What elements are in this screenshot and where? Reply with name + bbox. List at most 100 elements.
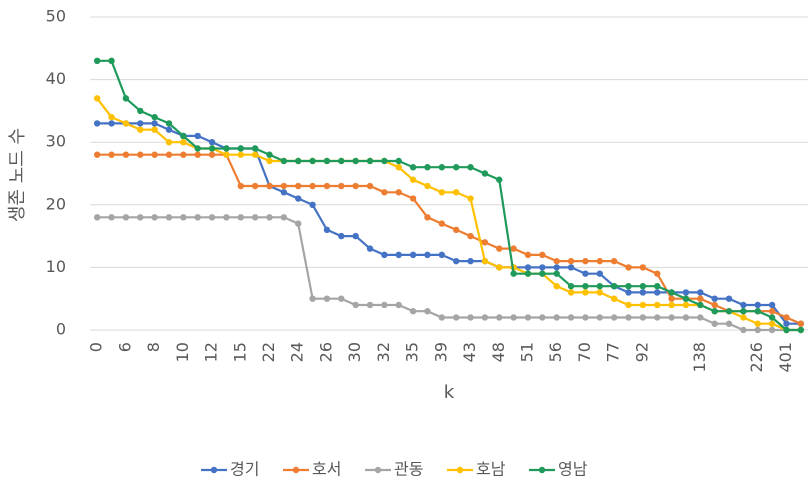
data-point bbox=[366, 157, 374, 165]
legend-label: 호남 bbox=[476, 460, 506, 479]
x-tick-label: 56 bbox=[546, 342, 565, 362]
data-point bbox=[366, 182, 374, 190]
data-point bbox=[797, 320, 805, 327]
data-point bbox=[783, 320, 790, 327]
data-point bbox=[452, 257, 460, 265]
data-point bbox=[137, 120, 144, 127]
data-point bbox=[223, 145, 230, 152]
data-point bbox=[467, 257, 474, 265]
data-point bbox=[596, 257, 603, 265]
data-point bbox=[137, 107, 144, 115]
data-point bbox=[768, 308, 776, 315]
data-point bbox=[553, 264, 560, 271]
y-tick-label: 20 bbox=[46, 194, 66, 213]
data-point bbox=[366, 301, 374, 309]
data-point bbox=[582, 282, 589, 290]
data-point bbox=[180, 214, 187, 221]
legend-marker bbox=[210, 466, 218, 474]
data-point bbox=[352, 157, 359, 165]
data-point bbox=[467, 314, 474, 321]
legend-label: 영남 bbox=[558, 460, 588, 479]
data-point bbox=[295, 182, 302, 190]
data-point bbox=[93, 57, 101, 65]
data-point bbox=[639, 314, 647, 321]
data-point bbox=[682, 289, 690, 296]
data-point bbox=[625, 314, 632, 321]
data-point bbox=[352, 301, 359, 309]
data-point bbox=[381, 301, 388, 309]
data-point bbox=[740, 326, 747, 334]
data-point bbox=[510, 245, 517, 252]
x-tick-label: 401 bbox=[776, 342, 795, 373]
series-line bbox=[97, 153, 802, 325]
data-point bbox=[524, 251, 532, 259]
y-tick-label: 40 bbox=[46, 69, 66, 88]
data-point bbox=[697, 314, 704, 321]
legend-marker bbox=[374, 466, 382, 474]
data-point bbox=[309, 182, 316, 190]
data-point bbox=[582, 270, 589, 277]
data-point bbox=[496, 314, 503, 321]
data-point bbox=[524, 270, 532, 277]
data-point bbox=[381, 251, 388, 259]
series bbox=[93, 120, 805, 327]
data-point bbox=[625, 282, 632, 290]
data-point bbox=[108, 120, 115, 127]
data-point bbox=[654, 314, 661, 321]
data-point bbox=[381, 157, 388, 165]
data-point bbox=[309, 295, 316, 302]
data-point bbox=[165, 151, 173, 158]
data-point bbox=[280, 157, 288, 165]
data-point bbox=[668, 314, 675, 321]
data-point bbox=[697, 301, 704, 309]
data-point bbox=[697, 289, 704, 296]
data-point bbox=[323, 182, 331, 190]
data-point bbox=[108, 214, 115, 221]
x-tick-label: 0 bbox=[87, 342, 106, 352]
data-point bbox=[768, 326, 776, 334]
data-point bbox=[438, 164, 446, 171]
data-point bbox=[467, 195, 474, 202]
y-tick-label: 50 bbox=[46, 7, 66, 26]
data-point bbox=[223, 151, 230, 158]
y-tick-label: 30 bbox=[46, 132, 66, 151]
data-point bbox=[295, 220, 302, 227]
data-point bbox=[768, 301, 776, 309]
data-point bbox=[180, 132, 187, 140]
x-tick-label: 35 bbox=[403, 342, 422, 362]
data-point bbox=[668, 301, 675, 309]
x-tick-label: 77 bbox=[604, 342, 623, 362]
data-point bbox=[697, 295, 704, 302]
x-tick-label: 51 bbox=[517, 342, 536, 362]
data-point bbox=[424, 164, 431, 171]
x-tick-label: 92 bbox=[632, 342, 651, 362]
data-point bbox=[137, 214, 144, 221]
data-point bbox=[438, 251, 446, 259]
data-point bbox=[295, 195, 302, 202]
data-point bbox=[467, 232, 474, 240]
data-point bbox=[481, 170, 489, 177]
data-point bbox=[668, 295, 675, 302]
data-point bbox=[725, 308, 733, 315]
data-point bbox=[424, 308, 431, 315]
series bbox=[93, 151, 805, 327]
data-point bbox=[151, 151, 158, 158]
data-point bbox=[452, 226, 460, 234]
legend-marker bbox=[456, 466, 464, 474]
data-point bbox=[725, 320, 733, 327]
data-point bbox=[165, 126, 173, 133]
data-point bbox=[654, 282, 661, 290]
data-point bbox=[338, 295, 345, 302]
legend-marker bbox=[538, 466, 546, 474]
data-point bbox=[323, 295, 331, 302]
data-point bbox=[582, 257, 589, 265]
data-point bbox=[725, 295, 733, 302]
data-point bbox=[93, 120, 101, 127]
data-point bbox=[108, 57, 115, 65]
data-point bbox=[596, 314, 603, 321]
x-tick-label: 26 bbox=[316, 342, 335, 362]
data-point bbox=[452, 164, 460, 171]
data-point bbox=[438, 189, 446, 196]
data-point bbox=[754, 301, 761, 309]
